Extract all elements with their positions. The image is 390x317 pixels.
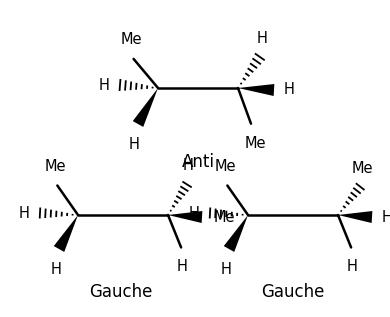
Text: H: H [256, 31, 267, 46]
Polygon shape [224, 215, 248, 252]
Text: Anti: Anti [181, 153, 215, 171]
Text: Me: Me [121, 32, 142, 47]
Polygon shape [54, 215, 78, 252]
Text: H: H [177, 259, 188, 275]
Polygon shape [133, 88, 158, 127]
Text: H: H [98, 77, 109, 93]
Polygon shape [338, 211, 372, 223]
Polygon shape [168, 211, 202, 223]
Text: H: H [221, 262, 231, 277]
Text: H: H [51, 262, 62, 277]
Text: H: H [188, 205, 199, 221]
Text: H: H [347, 259, 358, 275]
Polygon shape [238, 84, 274, 96]
Text: Me: Me [214, 210, 236, 224]
Text: Gauche: Gauche [261, 283, 325, 301]
Text: Me: Me [351, 161, 373, 176]
Text: Gauche: Gauche [89, 283, 153, 301]
Text: H: H [183, 158, 193, 173]
Text: H: H [18, 205, 29, 221]
Text: H: H [284, 82, 295, 98]
Text: H: H [382, 210, 390, 224]
Text: H: H [129, 137, 140, 152]
Text: Me: Me [215, 158, 236, 173]
Text: Me: Me [244, 136, 266, 151]
Text: Me: Me [44, 158, 66, 173]
